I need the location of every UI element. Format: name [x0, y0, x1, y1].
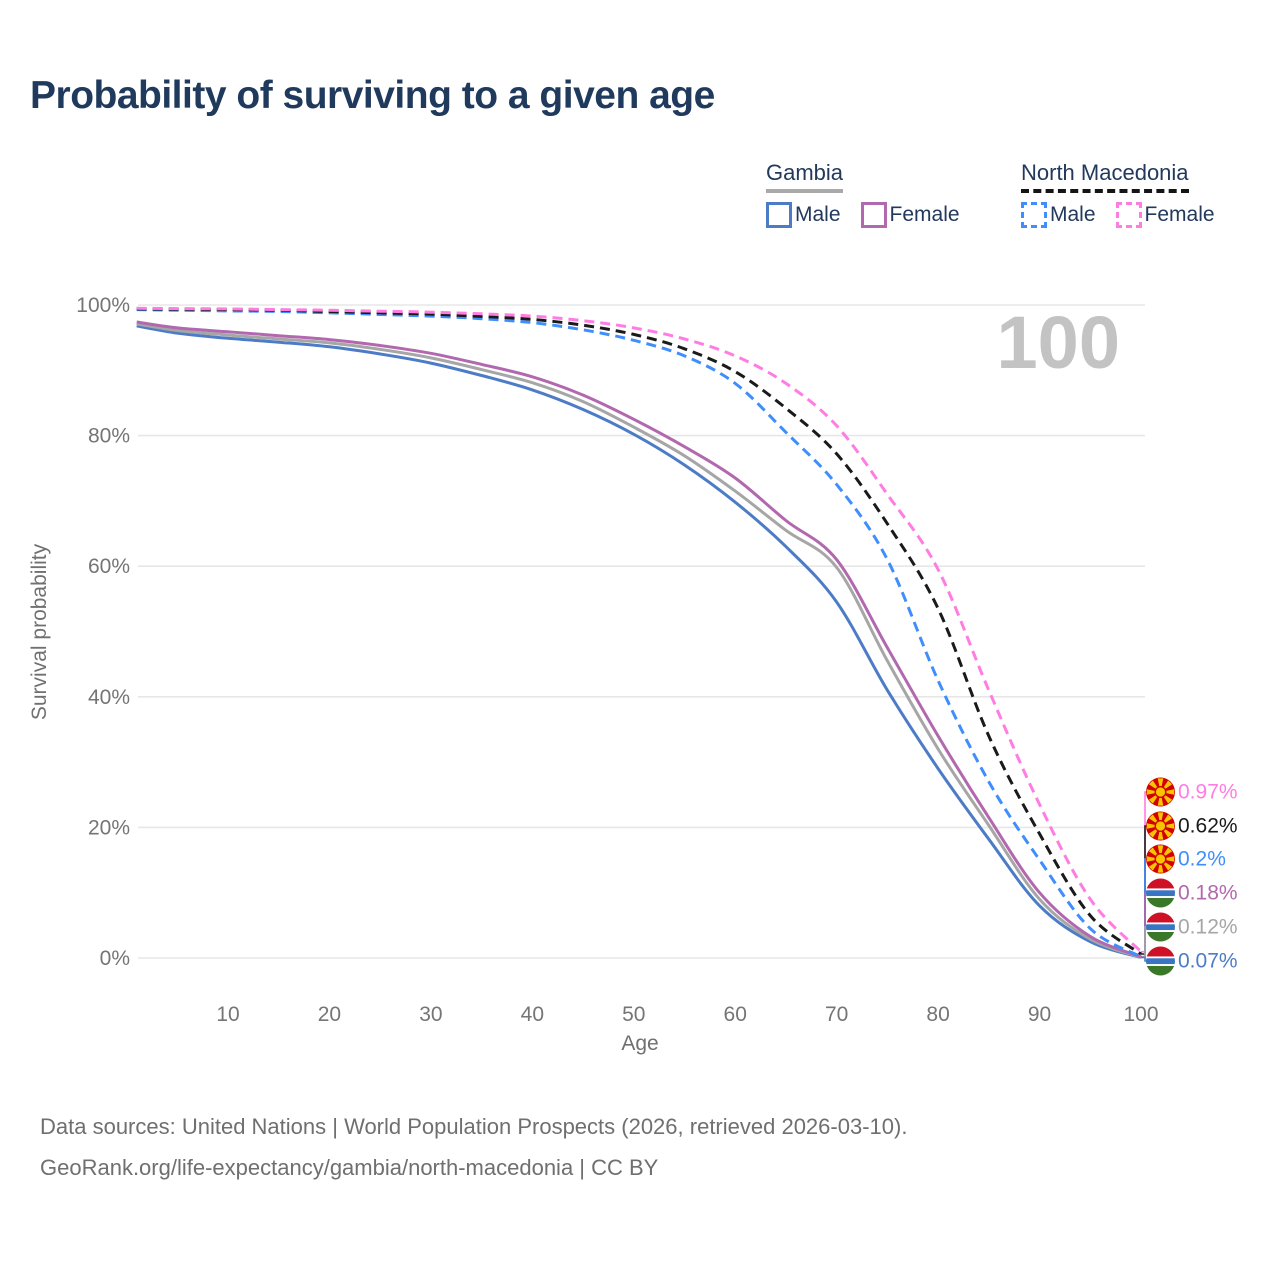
end-label-value: 0.07% [1178, 949, 1238, 972]
legend-group-title-gambia: Gambia [766, 160, 844, 193]
x-tick-label: 40 [521, 1003, 544, 1026]
end-label-gambia-male: 0.07% [1146, 946, 1238, 976]
line-swatch-icon [1115, 202, 1142, 228]
north-macedonia-flag-icon [1146, 811, 1175, 841]
legend-item-north-macedonia-male[interactable]: Male [1021, 202, 1096, 228]
curve-north-macedonia-female[interactable] [136, 306, 1143, 953]
legend-group-north-macedonia: North Macedonia Male Female [1021, 160, 1215, 228]
line-swatch-icon [860, 202, 887, 228]
legend-group-gambia: Gambia Male Female [766, 160, 960, 228]
end-label-gambia-both-sexes: 0.12% [1146, 912, 1238, 942]
attribution-line: GeoRank.org/life-expectancy/gambia/north… [40, 1155, 659, 1180]
curve-north-macedonia-male[interactable] [136, 308, 1142, 959]
end-label-north-macedonia-female: 0.97% [1146, 777, 1238, 807]
page-title: Probability of surviving to a given age [30, 74, 715, 117]
legend-item-gambia-male[interactable]: Male [766, 202, 841, 228]
gambia-flag-icon [1146, 912, 1175, 942]
x-tick-label: 30 [419, 1003, 442, 1026]
y-tick-label: 60% [88, 555, 130, 578]
y-tick-label: 0% [100, 947, 130, 970]
legend-item-label: Male [795, 203, 841, 226]
end-label-north-macedonia-both-sexes: 0.62% [1146, 811, 1238, 841]
legend-items-gambia: Male Female [766, 202, 960, 228]
end-label-north-macedonia-male: 0.2% [1146, 844, 1226, 874]
y-tick-label: 100% [76, 294, 130, 317]
legend-item-label: Female [1144, 203, 1215, 226]
age-watermark: 100 [997, 301, 1120, 384]
end-label-value: 0.2% [1178, 847, 1226, 870]
gambia-flag-icon [1146, 946, 1175, 976]
x-tick-label: 70 [825, 1003, 848, 1026]
end-label-value: 0.18% [1178, 881, 1238, 904]
north-macedonia-flag-icon [1146, 844, 1175, 874]
end-label-value: 0.12% [1178, 915, 1238, 938]
line-swatch-icon [1021, 202, 1047, 228]
line-swatch-icon [766, 202, 792, 228]
x-tick-label: 50 [622, 1003, 645, 1026]
footer: Data sources: United Nations | World Pop… [40, 1106, 907, 1188]
y-tick-label: 20% [88, 816, 130, 839]
legend-item-north-macedonia-female[interactable]: Female [1115, 202, 1215, 228]
y-axis-label: Survival probability [28, 543, 51, 720]
data-sources-line: Data sources: United Nations | World Pop… [40, 1114, 908, 1139]
end-label-value: 0.97% [1178, 780, 1238, 803]
x-tick-label: 20 [318, 1003, 341, 1026]
y-tick-label: 80% [88, 425, 130, 448]
x-tick-label: 10 [216, 1003, 239, 1026]
curve-gambia-both-sexes[interactable] [136, 322, 1142, 959]
x-tick-label: 80 [926, 1003, 949, 1026]
curve-gambia-female[interactable] [136, 320, 1142, 959]
curve-gambia-male[interactable] [136, 324, 1142, 959]
end-label-gambia-female: 0.18% [1146, 878, 1238, 908]
x-tick-label: 90 [1028, 1003, 1051, 1026]
legend-item-label: Female [889, 203, 960, 226]
y-tick-label: 40% [88, 686, 130, 709]
x-axis-label: Age [621, 1032, 658, 1055]
gambia-flag-icon [1146, 878, 1175, 908]
north-macedonia-flag-icon [1146, 777, 1175, 807]
legend-items-north-macedonia: Male Female [1021, 202, 1215, 228]
x-tick-label: 60 [724, 1003, 747, 1026]
curve-north-macedonia-both-sexes[interactable] [136, 307, 1142, 956]
legend-item-label: Male [1050, 203, 1096, 226]
legend-item-gambia-female[interactable]: Female [860, 202, 960, 228]
legend-group-title-north-macedonia: North Macedonia [1021, 160, 1189, 193]
end-label-value: 0.62% [1178, 814, 1238, 837]
x-tick-label: 100 [1123, 1003, 1158, 1026]
